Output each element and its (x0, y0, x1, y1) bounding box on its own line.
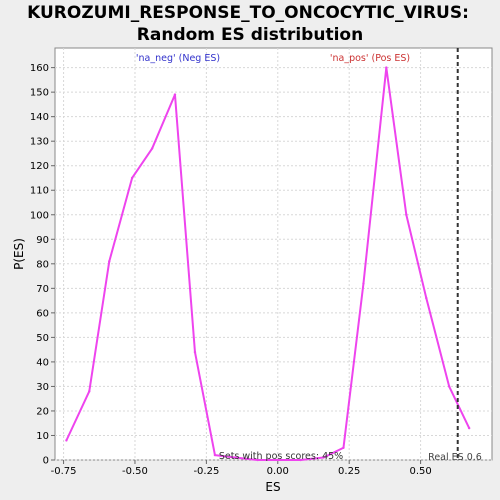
y-tick-label: 110 (30, 186, 49, 197)
y-tick-label: 20 (36, 406, 49, 417)
plot-area (54, 47, 493, 461)
data-point (108, 260, 111, 263)
y-axis-label: P(ES) (12, 238, 26, 270)
y-tick-label: 70 (36, 284, 49, 295)
x-tick-label: -0.50 (122, 466, 148, 477)
x-tick-label: -0.75 (51, 466, 77, 477)
series-lines (65, 66, 471, 461)
x-tick-label: 0.00 (267, 466, 289, 477)
data-point (150, 147, 154, 150)
data-point (467, 426, 471, 430)
y-tick-label: 0 (43, 456, 49, 467)
data-point (362, 282, 365, 285)
data-point (130, 176, 134, 180)
y-tick-label: 60 (36, 308, 49, 319)
data-point (193, 350, 197, 354)
data-point (342, 446, 345, 449)
data-point (405, 213, 408, 216)
x-tick-label: 0.50 (409, 466, 431, 477)
data-point (256, 458, 259, 462)
data-point (425, 296, 428, 300)
neg-es-label: 'na_neg' (Neg ES) (136, 53, 220, 64)
series-points (65, 66, 471, 462)
y-tick-label: 80 (36, 259, 49, 270)
data-point (213, 453, 217, 457)
data-point (276, 458, 279, 462)
y-axis-ticks: 0 10 20 30 40 50 60 70 80 90 100 110 120 130 140 150 160 (30, 63, 55, 467)
y-tick-label: 160 (30, 63, 49, 74)
data-point (299, 458, 302, 462)
x-axis-ticks: -0.75 -0.50 -0.25 0.00 0.25 0.50 (51, 460, 432, 477)
y-tick-label: 90 (36, 235, 49, 246)
y-tick-label: 130 (30, 137, 49, 148)
x-axis-label: ES (265, 480, 280, 494)
data-point (88, 390, 91, 393)
y-tick-label: 120 (30, 161, 49, 172)
x-tick-label: -0.25 (193, 466, 219, 477)
grid-lines (55, 48, 492, 461)
y-tick-label: 100 (30, 210, 49, 221)
y-tick-label: 10 (36, 431, 49, 442)
y-tick-label: 40 (36, 357, 49, 368)
chart-title-line2: Random ES distribution (137, 25, 363, 45)
pos-scores-label: Sets with pos scores: 45% (219, 451, 343, 462)
data-point (385, 66, 388, 69)
data-point (322, 456, 325, 459)
data-point (65, 439, 68, 442)
y-tick-label: 140 (30, 112, 49, 123)
data-point (233, 456, 237, 459)
y-tick-label: 50 (36, 333, 49, 344)
x-tick-label: 0.25 (338, 466, 360, 477)
pos-es-label: 'na_pos' (Pos ES) (330, 53, 410, 64)
chart-title-line1: KUROZUMI_RESPONSE_TO_ONCOCYTIC_VIRUS: (27, 3, 469, 23)
y-tick-label: 150 (30, 88, 49, 99)
real-es-label: Real ES 0.6 (428, 452, 482, 463)
series-line (65, 66, 471, 461)
data-point (447, 385, 451, 388)
data-point (173, 93, 177, 96)
y-tick-label: 30 (36, 382, 49, 393)
